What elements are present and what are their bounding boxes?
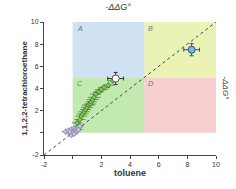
svg-text:-ΔΔG°: -ΔΔG° [221, 77, 230, 101]
svg-text:1,1,2,2-tetrachloroethane: 1,1,2,2-tetrachloroethane [20, 41, 29, 136]
svg-text:toluene: toluene [114, 168, 146, 178]
svg-text:6: 6 [35, 63, 39, 70]
svg-text:C: C [77, 80, 83, 87]
svg-text:4: 4 [128, 161, 132, 168]
svg-text:8: 8 [35, 41, 39, 48]
svg-text:A: A [77, 25, 83, 32]
svg-text:6: 6 [157, 161, 161, 168]
svg-text:B: B [148, 25, 153, 32]
svg-text:4: 4 [35, 85, 39, 92]
svg-text:-2: -2 [41, 161, 47, 168]
svg-text:-ΔΔG°: -ΔΔG° [105, 2, 131, 12]
svg-text:-2: -2 [32, 151, 38, 158]
svg-text:2: 2 [99, 161, 103, 168]
svg-text:D: D [148, 80, 153, 87]
svg-text:8: 8 [185, 161, 189, 168]
svg-text:2: 2 [35, 107, 39, 114]
svg-text:10: 10 [31, 18, 39, 25]
svg-text:10: 10 [212, 161, 220, 168]
